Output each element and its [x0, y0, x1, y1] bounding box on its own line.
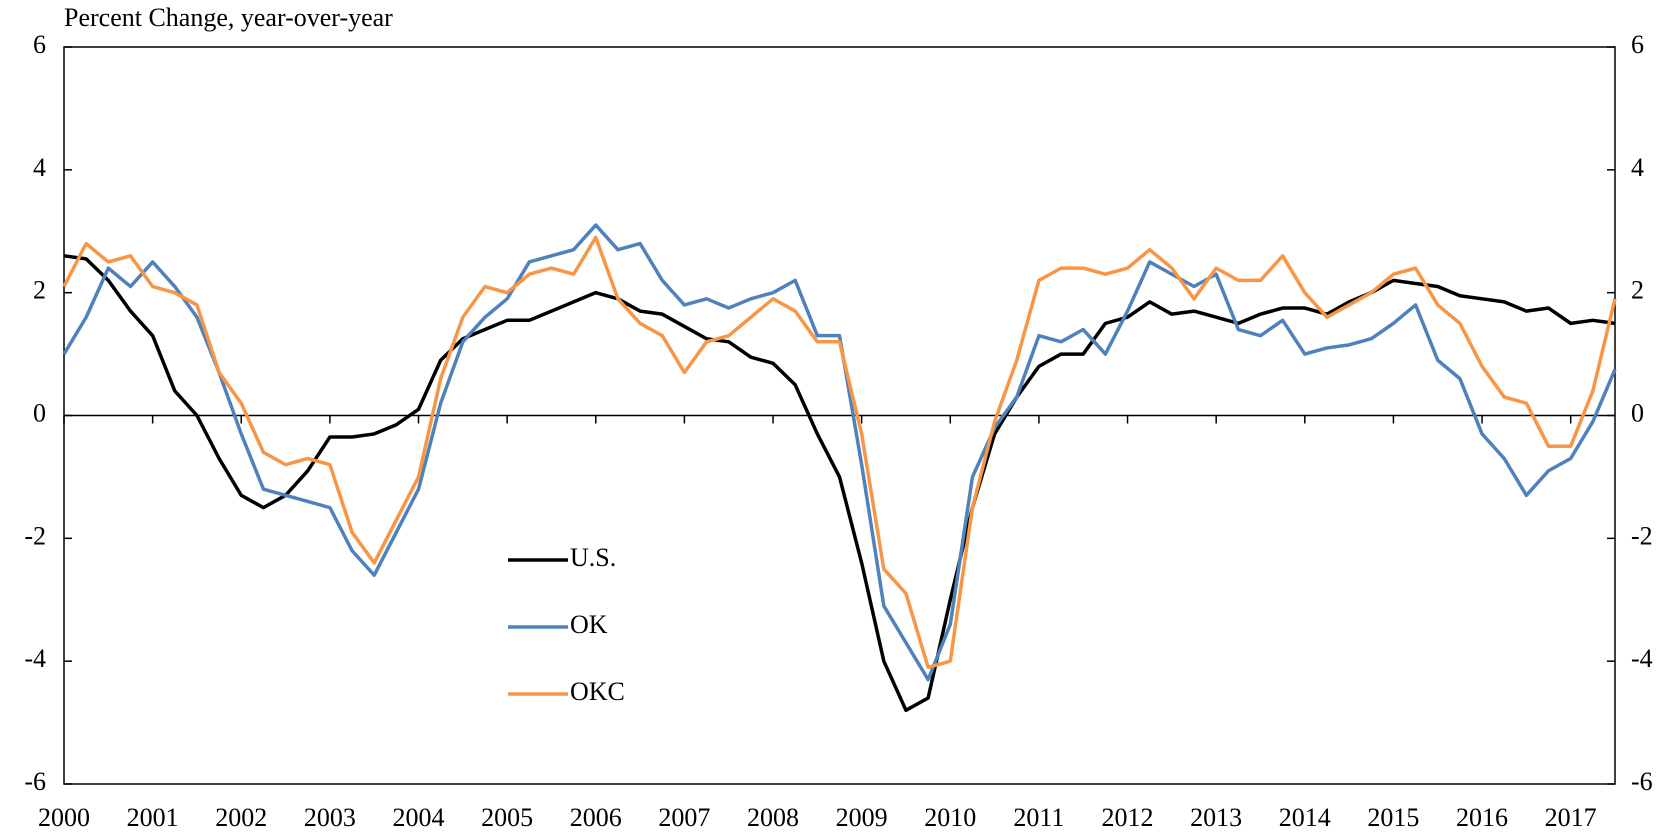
series-line: [63, 254, 1616, 713]
y-tick-label: -6: [24, 767, 46, 796]
x-tick-label: 2001: [127, 803, 179, 832]
x-tick-label: 2002: [215, 803, 267, 832]
legend-label: U.S.: [570, 543, 616, 572]
x-tick-label: 2017: [1545, 803, 1597, 832]
y2-tick-label: 4: [1631, 153, 1644, 182]
x-tick-label: 2014: [1279, 803, 1331, 832]
y-tick-label: 4: [33, 153, 46, 182]
x-tick-label: 2003: [304, 803, 356, 832]
x-tick-label: 2005: [481, 803, 533, 832]
x-tick-label: 2004: [393, 803, 445, 832]
y2-tick-label: -4: [1631, 644, 1653, 673]
legend-label: OKC: [570, 677, 625, 706]
y2-tick-label: 2: [1631, 276, 1644, 305]
x-tick-label: 2013: [1190, 803, 1242, 832]
x-tick-label: 2006: [570, 803, 622, 832]
y-tick-label: 2: [33, 276, 46, 305]
x-tick-label: 2007: [658, 803, 710, 832]
x-tick-label: 2010: [924, 803, 976, 832]
x-tick-label: 2011: [1013, 803, 1064, 832]
y-tick-label: 6: [33, 30, 46, 59]
y-tick-label: -4: [24, 644, 46, 673]
y2-tick-label: -2: [1631, 521, 1653, 550]
series-line: [62, 223, 1617, 682]
y2-tick-label: 6: [1631, 30, 1644, 59]
x-tick-label: 2012: [1102, 803, 1154, 832]
x-tick-label: 2015: [1367, 803, 1419, 832]
x-tick-label: 2000: [38, 803, 90, 832]
series-line: [62, 235, 1617, 670]
y-tick-label: -2: [24, 521, 46, 550]
x-tick-label: 2009: [836, 803, 888, 832]
y2-tick-label: -6: [1631, 767, 1653, 796]
x-tick-label: 2008: [747, 803, 799, 832]
chart-title: Percent Change, year-over-year: [64, 3, 393, 32]
x-tick-label: 2016: [1456, 803, 1508, 832]
y-tick-label: 0: [33, 398, 46, 427]
legend-label: OK: [570, 610, 608, 639]
y2-tick-label: 0: [1631, 398, 1644, 427]
